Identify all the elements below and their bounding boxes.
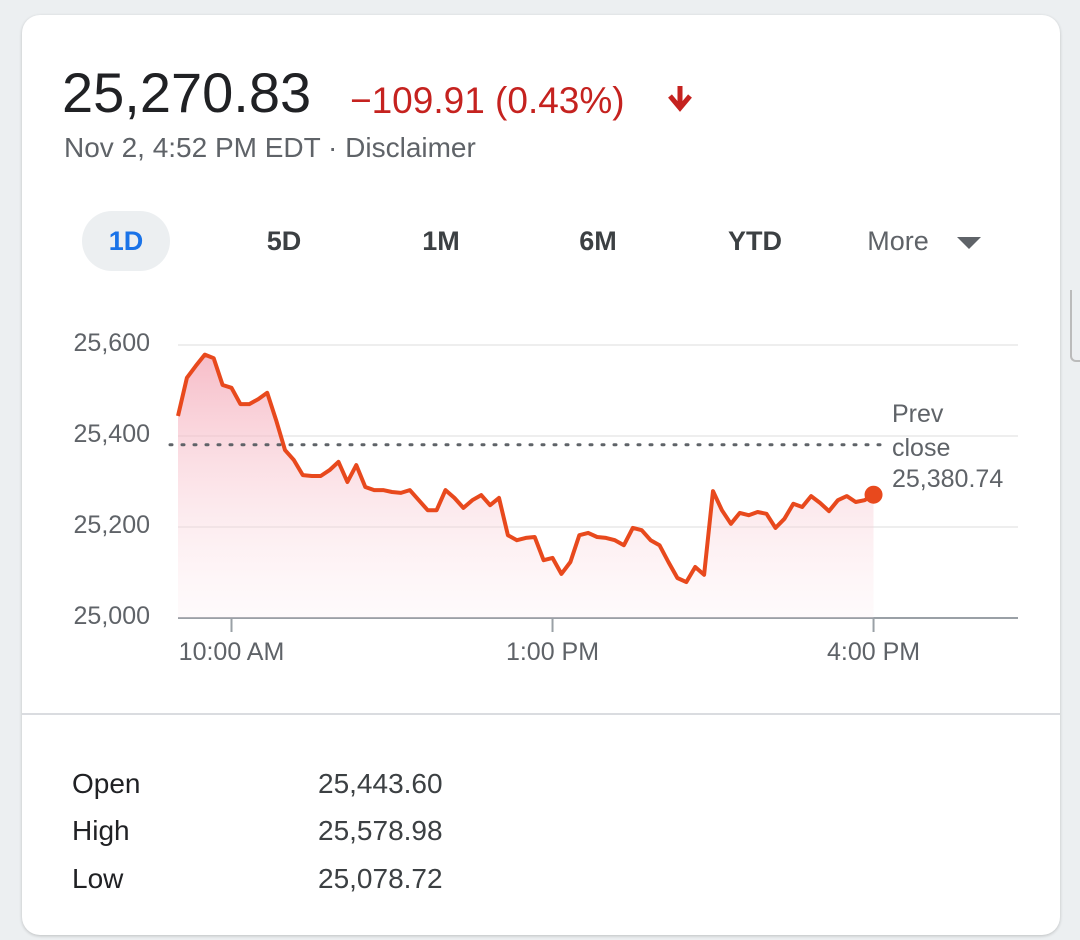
range-tab[interactable]: 6M (579, 226, 617, 256)
x-tick-label: 10:00 AM (178, 638, 285, 666)
scroll-edge (1070, 290, 1080, 362)
x-tick-label: 1:00 PM (505, 638, 600, 666)
range-tab[interactable]: YTD (728, 226, 782, 256)
range-tab[interactable]: 5D (266, 226, 302, 256)
stat-label: Open (72, 768, 141, 799)
range-tab[interactable]: 1D (82, 211, 170, 271)
prev-close-value: 25,380.74 (892, 464, 1004, 493)
disclaimer[interactable]: Disclaimer (345, 132, 476, 163)
stat-value: 25,443.60 (318, 768, 443, 799)
x-tick-label: 4:00 PM (826, 638, 921, 666)
stat-value: 25,078.72 (318, 863, 443, 894)
y-tick-label: 25,000 (73, 602, 150, 630)
price: 25,270.83 (62, 61, 312, 124)
meta: Nov 2, 4:52 PM EDT · Disclaimer (64, 132, 476, 164)
y-tick-label: 25,600 (73, 329, 150, 357)
range-tab[interactable]: More (867, 226, 929, 256)
y-tick-label: 25,400 (73, 420, 150, 448)
prev-close-label: Prev close (892, 399, 951, 462)
range-tab[interactable]: 1M (422, 226, 460, 256)
change: −109.91 (0.43%) (350, 80, 625, 121)
timestamp: Nov 2, 4:52 PM EDT (64, 132, 321, 163)
separator: · (328, 132, 338, 163)
stat-label: High (72, 815, 130, 846)
y-tick-label: 25,200 (73, 511, 150, 539)
stat-value: 25,578.98 (318, 815, 443, 846)
stat-label: Low (72, 863, 124, 894)
